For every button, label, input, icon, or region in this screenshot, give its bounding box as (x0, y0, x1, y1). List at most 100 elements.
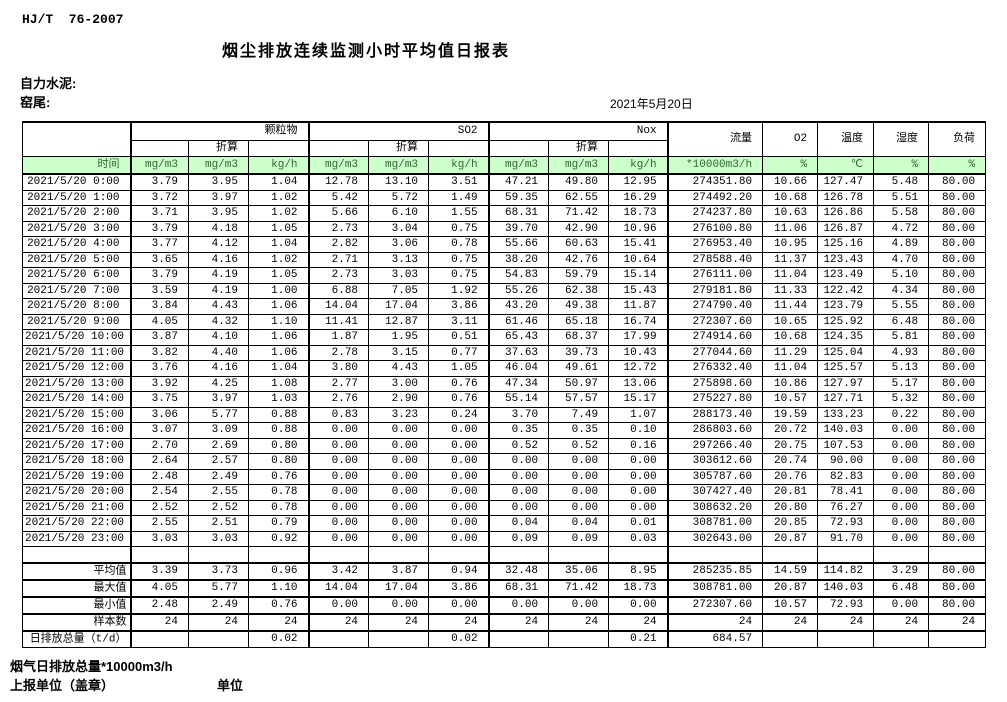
summary-value-cell: 2.49 (188, 596, 249, 615)
value-cell: 59.35 (487, 189, 550, 206)
summary-value-cell (928, 630, 987, 648)
value-cell: 3.03 (129, 530, 189, 547)
value-cell: 308632.20 (666, 499, 764, 516)
value-cell: 80.00 (928, 375, 987, 392)
value-cell: 10.68 (762, 329, 819, 346)
converted-header-particulate: 折算 (188, 140, 249, 157)
table-row: 2021/5/20 17:00 2.70 2.69 0.80 0.00 0.00 0.00 0… (22, 437, 987, 454)
value-cell: 4.12 (188, 236, 249, 253)
summary-value-cell: 5.77 (188, 579, 249, 598)
value-cell: 0.80 (247, 437, 310, 454)
value-cell: 37.63 (487, 344, 550, 361)
value-cell: 4.93 (873, 344, 930, 361)
value-cell: 6.88 (307, 282, 370, 299)
value-cell: 5.32 (873, 391, 930, 408)
page-title: 烟尘排放连续监测小时平均值日报表 (222, 43, 511, 60)
value-cell: 3.06 (129, 406, 189, 423)
value-cell: 20.72 (762, 422, 819, 439)
empty-cell (928, 546, 987, 564)
value-cell: 11.04 (762, 360, 819, 377)
value-cell: 72.93 (817, 515, 875, 532)
value-cell: 2.48 (129, 468, 189, 485)
value-cell: 0.00 (487, 484, 550, 501)
value-cell: 5.55 (873, 298, 930, 315)
col-header-humidity: 湿度 (873, 121, 930, 157)
value-cell: 2.73 (307, 220, 370, 237)
col-header-load: 负荷 (928, 121, 987, 157)
value-cell: 274237.80 (666, 205, 764, 222)
value-cell: 5.10 (873, 267, 930, 284)
value-cell: 274351.80 (666, 173, 764, 191)
value-cell: 0.01 (608, 515, 669, 532)
value-cell: 80.00 (928, 515, 987, 532)
value-cell: 2.69 (188, 437, 249, 454)
value-cell: 10.43 (608, 344, 669, 361)
value-cell: 80.00 (928, 344, 987, 361)
value-cell: 0.00 (487, 468, 550, 485)
value-cell: 1.95 (368, 329, 430, 346)
value-cell: 3.95 (188, 173, 249, 191)
empty-cell (487, 546, 550, 564)
summary-value-cell: 32.48 (487, 562, 550, 581)
value-cell: 1.02 (247, 189, 310, 206)
company-label: 自力水泥: (20, 76, 77, 91)
summary-value-cell (129, 630, 189, 648)
summary-value-cell: 285235.85 (666, 562, 764, 581)
value-cell: 2.55 (129, 515, 189, 532)
value-cell: 3.84 (129, 298, 189, 315)
summary-value-cell: 24 (247, 613, 310, 632)
value-cell: 3.70 (487, 406, 550, 423)
time-cell: 2021/5/20 12:00 (22, 360, 131, 377)
value-cell: 11.33 (762, 282, 819, 299)
summary-value-cell: 8.95 (608, 562, 669, 581)
value-cell: 80.00 (928, 453, 987, 470)
value-cell: 305787.60 (666, 468, 764, 485)
value-cell: 0.00 (873, 468, 930, 485)
value-cell: 272307.60 (666, 313, 764, 330)
value-cell: 10.63 (762, 205, 819, 222)
table-row: 2021/5/20 12:00 3.76 4.16 1.04 3.80 4.43 1.05 4… (22, 360, 987, 377)
value-cell: 3.03 (368, 267, 430, 284)
value-cell: 1.05 (247, 267, 310, 284)
emission-report-table: 颗粒物 SO2 Nox 流量 O2 温度 湿度 负荷 折算 折算 折算 时间 m… (22, 121, 987, 648)
value-cell: 57.57 (548, 391, 610, 408)
header-blank (487, 140, 550, 157)
value-cell: 0.00 (368, 468, 430, 485)
value-cell: 10.66 (762, 173, 819, 191)
value-cell: 2.90 (368, 391, 430, 408)
value-cell: 286803.60 (666, 422, 764, 439)
value-cell: 1.06 (247, 344, 310, 361)
value-cell: 10.65 (762, 313, 819, 330)
value-cell: 125.92 (817, 313, 875, 330)
value-cell: 4.32 (188, 313, 249, 330)
time-cell: 2021/5/20 0:00 (22, 173, 131, 191)
summary-value-cell: 0.21 (608, 630, 669, 648)
summary-value-cell: 0.02 (428, 630, 490, 648)
table-row: 2021/5/20 11:00 3.82 4.40 1.06 2.78 3.15 0.77 3… (22, 344, 987, 361)
value-cell: 80.00 (928, 329, 987, 346)
value-cell: 0.04 (548, 515, 610, 532)
value-cell: 0.78 (247, 499, 310, 516)
value-cell: 5.13 (873, 360, 930, 377)
value-cell: 91.70 (817, 530, 875, 547)
value-cell: 274914.60 (666, 329, 764, 346)
value-cell: 2.64 (129, 453, 189, 470)
summary-value-cell: 3.87 (368, 562, 430, 581)
value-cell: 1.87 (307, 329, 370, 346)
value-cell: 0.00 (487, 453, 550, 470)
value-cell: 0.00 (368, 484, 430, 501)
value-cell: 0.00 (368, 437, 430, 454)
summary-value-cell: 3.86 (428, 579, 490, 598)
summary-label: 日排放总量（t/d） (22, 630, 131, 648)
summary-value-cell: 0.00 (428, 596, 490, 615)
value-cell: 0.16 (608, 437, 669, 454)
table-row: 2021/5/20 18:00 2.64 2.57 0.80 0.00 0.00 0.00 0… (22, 453, 987, 470)
empty-cell (188, 546, 249, 564)
value-cell: 297266.40 (666, 437, 764, 454)
value-cell: 0.00 (428, 515, 490, 532)
value-cell: 55.26 (487, 282, 550, 299)
stack-label: 窑尾: (20, 95, 51, 110)
value-cell: 126.78 (817, 189, 875, 206)
value-cell: 0.00 (873, 499, 930, 516)
value-cell: 0.83 (307, 406, 370, 423)
